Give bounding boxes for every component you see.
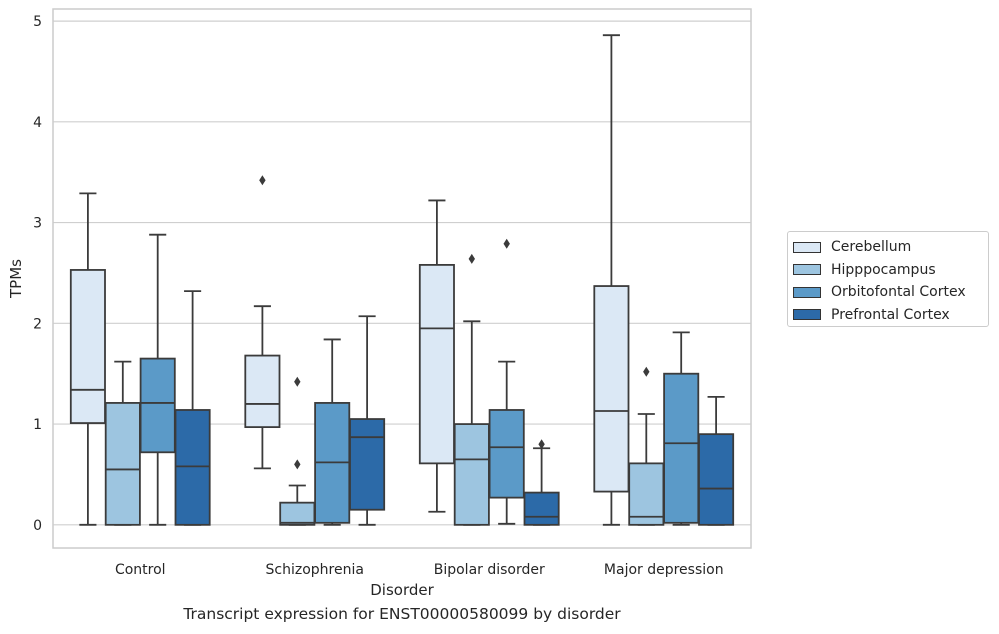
y-tick-label: 1 — [33, 417, 42, 433]
y-tick-label: 4 — [33, 115, 42, 131]
box — [279, 501, 316, 526]
outlier-point — [294, 459, 301, 470]
legend-swatch — [793, 286, 821, 298]
x-tick-label: Major depression — [604, 562, 724, 578]
box — [139, 357, 176, 454]
x-axis-label: Disorder — [370, 581, 434, 599]
legend-swatch — [793, 264, 821, 276]
outlier-point — [259, 175, 266, 186]
legend-label: Hipppocampus — [831, 261, 936, 278]
legend-item: Hipppocampus — [793, 259, 988, 282]
legend-label: Cerebellum — [831, 239, 912, 256]
plot-area — [53, 9, 751, 548]
legend-label: Orbitofontal Cortex — [831, 284, 966, 301]
legend-swatch — [793, 241, 821, 253]
box — [244, 354, 281, 429]
legend-swatch — [793, 309, 821, 321]
x-tick-label: Bipolar disorder — [434, 562, 545, 578]
legend-label: Prefrontal Cortex — [831, 306, 950, 323]
legend-item: Orbitofontal Cortex — [793, 281, 988, 304]
plot-frame — [52, 8, 752, 549]
y-tick-label: 0 — [33, 518, 42, 534]
y-axis-label: TPMs — [7, 259, 25, 299]
x-tick-label: Schizophrenia — [266, 562, 364, 578]
outlier-point — [643, 366, 650, 377]
box — [663, 372, 700, 524]
outlier-point — [294, 376, 301, 387]
box — [488, 409, 525, 499]
box — [418, 263, 455, 465]
box — [628, 462, 665, 526]
box — [349, 418, 386, 511]
box — [104, 402, 141, 526]
box — [523, 491, 560, 526]
box — [698, 433, 735, 526]
legend: Cerebellum Hipppocampus Orbitofontal Corte… — [787, 231, 989, 327]
outlier-point — [538, 439, 545, 450]
box — [174, 409, 211, 526]
y-tick-label: 2 — [33, 316, 42, 332]
outlier-point — [503, 238, 510, 249]
outlier-point — [468, 253, 475, 264]
chart-caption: Transcript expression for ENST0000058009… — [183, 605, 621, 623]
box — [593, 285, 630, 493]
y-tick-label: 5 — [33, 14, 42, 30]
legend-item: Prefrontal Cortex — [793, 304, 988, 327]
y-tick-label: 3 — [33, 216, 42, 232]
x-tick-label: Control — [115, 562, 166, 578]
box — [69, 269, 106, 424]
legend-item: Cerebellum — [793, 236, 988, 259]
box — [453, 423, 490, 526]
